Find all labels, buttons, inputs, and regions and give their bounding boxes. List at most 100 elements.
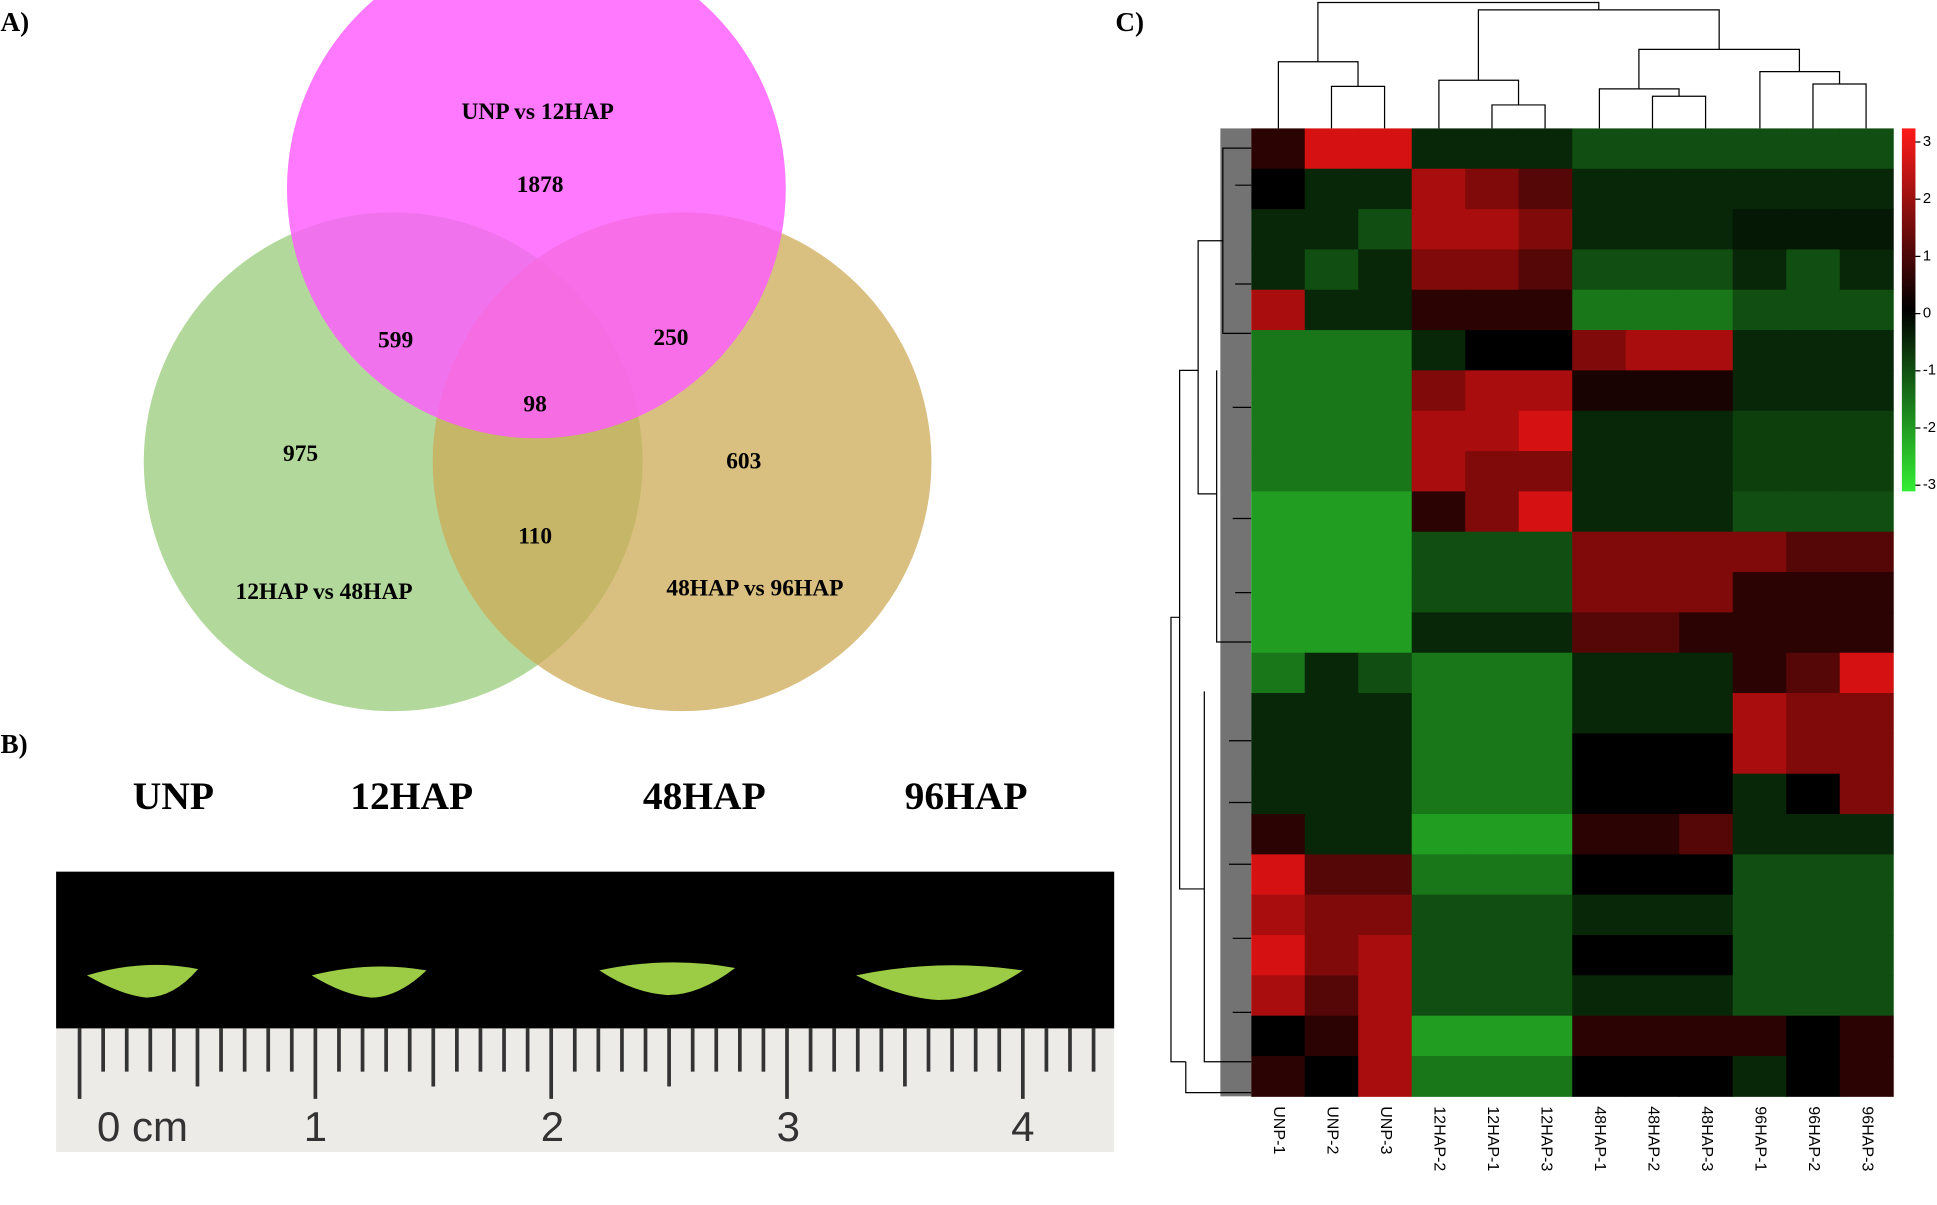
heatmap-cell xyxy=(1839,814,1894,855)
column-label: UNP-3 xyxy=(1377,1106,1395,1154)
set-label: 12HAP vs 48HAP xyxy=(235,579,412,605)
heatmap-cell xyxy=(1411,491,1466,533)
heatmap-cell xyxy=(1732,814,1787,855)
heatmap-cell xyxy=(1465,1056,1520,1097)
heatmap-cell xyxy=(1572,572,1627,613)
heatmap-cell xyxy=(1732,491,1787,533)
heatmap-cell xyxy=(1732,531,1787,573)
heatmap-cell xyxy=(1732,128,1787,170)
panel-label: C) xyxy=(1115,7,1144,37)
heatmap-cell xyxy=(1251,1056,1306,1097)
heatmap-cell xyxy=(1572,773,1627,815)
heatmap-cell xyxy=(1572,330,1627,371)
heatmap-cell xyxy=(1839,370,1894,412)
heatmap-cell xyxy=(1679,531,1734,573)
heatmap-cell xyxy=(1251,330,1306,371)
heatmap-cell xyxy=(1839,289,1894,331)
heatmap-cell xyxy=(1304,128,1359,170)
ruler-label: 2 xyxy=(541,1103,564,1150)
heatmap-cell xyxy=(1518,451,1573,492)
heatmap-cell xyxy=(1732,572,1787,613)
heatmap-cell xyxy=(1839,935,1894,976)
heatmap-cell xyxy=(1625,531,1680,573)
heatmap-cell xyxy=(1358,128,1413,170)
heatmap-cell xyxy=(1465,491,1520,533)
panel-label: A) xyxy=(1,7,30,37)
heatmap-cell xyxy=(1572,693,1627,734)
heatmap-cell xyxy=(1251,935,1306,976)
heatmap-cell xyxy=(1679,289,1734,331)
heatmap-cell xyxy=(1679,733,1734,775)
heatmap: UNP-1 UNP-2 UNP-3 12HAP-2 12HAP-1 12HAP-3 48HA… xyxy=(1170,1,1936,1171)
heatmap-cell xyxy=(1679,128,1734,170)
heatmap-cell xyxy=(1518,168,1573,210)
heatmap-cell xyxy=(1358,854,1413,896)
region-count: 603 xyxy=(726,448,761,474)
ruler xyxy=(56,1028,1115,1152)
heatmap-cell xyxy=(1625,612,1680,654)
leaf xyxy=(599,962,736,996)
heatmap-cell xyxy=(1358,168,1413,210)
heatmap-cell xyxy=(1465,289,1520,331)
heatmap-cell xyxy=(1518,531,1573,573)
heatmap-cell xyxy=(1732,330,1787,371)
colorbar xyxy=(1901,128,1916,492)
heatmap-cell xyxy=(1625,975,1680,1017)
leaves xyxy=(86,962,1023,1001)
heatmap-cell xyxy=(1251,491,1306,533)
heatmap-cell xyxy=(1358,209,1413,250)
heatmap-cell xyxy=(1679,894,1734,936)
heatmap-cell xyxy=(1786,168,1841,210)
region-count: 1878 xyxy=(517,172,564,198)
heatmap-cell xyxy=(1625,491,1680,533)
heatmap-cell xyxy=(1358,370,1413,412)
row-dendrogram-leaves xyxy=(1220,128,1252,1097)
heatmap-cell xyxy=(1786,330,1841,371)
heatmap-cell xyxy=(1304,612,1359,654)
heatmap-cell xyxy=(1625,168,1680,210)
heatmap-cell xyxy=(1572,814,1627,855)
heatmap-cell xyxy=(1625,330,1680,371)
heatmap-cell xyxy=(1411,128,1466,170)
heatmap-cell xyxy=(1786,531,1841,573)
heatmap-cell xyxy=(1358,652,1413,694)
heatmap-cell xyxy=(1411,975,1466,1017)
heatmap-cell xyxy=(1679,1015,1734,1057)
heatmap-cell xyxy=(1679,451,1734,492)
heatmap-cell xyxy=(1411,894,1466,936)
heatmap-cell xyxy=(1304,975,1359,1017)
heatmap-cell xyxy=(1839,612,1894,654)
heatmap-cell xyxy=(1625,209,1680,250)
heatmap-cell xyxy=(1304,209,1359,250)
colorbar-label: -2 xyxy=(1923,420,1936,436)
heatmap-cell xyxy=(1679,370,1734,412)
heatmap-cell xyxy=(1358,773,1413,815)
heatmap-cell xyxy=(1786,249,1841,291)
heatmap-cell xyxy=(1358,1015,1413,1057)
heatmap-cell xyxy=(1679,612,1734,654)
heatmap-cell xyxy=(1304,773,1359,815)
heatmap-cell xyxy=(1304,572,1359,613)
heatmap-cell xyxy=(1786,209,1841,250)
heatmap-cell xyxy=(1625,370,1680,412)
region-count: 975 xyxy=(283,441,318,467)
heatmap-cell xyxy=(1358,733,1413,775)
heatmap-cell xyxy=(1465,612,1520,654)
heatmap-cell xyxy=(1518,209,1573,250)
sample-title: UNP xyxy=(133,774,214,818)
heatmap-cell xyxy=(1786,1015,1841,1057)
heatmap-cell xyxy=(1839,330,1894,371)
heatmap-cell xyxy=(1358,451,1413,492)
heatmap-cell xyxy=(1358,410,1413,452)
heatmap-cell xyxy=(1518,975,1573,1017)
heatmap-cell xyxy=(1251,128,1306,170)
heatmap-cell xyxy=(1786,410,1841,452)
heatmap-cell xyxy=(1572,733,1627,775)
heatmap-cell xyxy=(1679,652,1734,694)
heatmap-cell xyxy=(1572,451,1627,492)
heatmap-cell xyxy=(1625,128,1680,170)
heatmap-cell xyxy=(1304,168,1359,210)
heatmap-cell xyxy=(1839,209,1894,250)
heatmap-cell xyxy=(1304,1056,1359,1097)
heatmap-cell xyxy=(1518,572,1573,613)
